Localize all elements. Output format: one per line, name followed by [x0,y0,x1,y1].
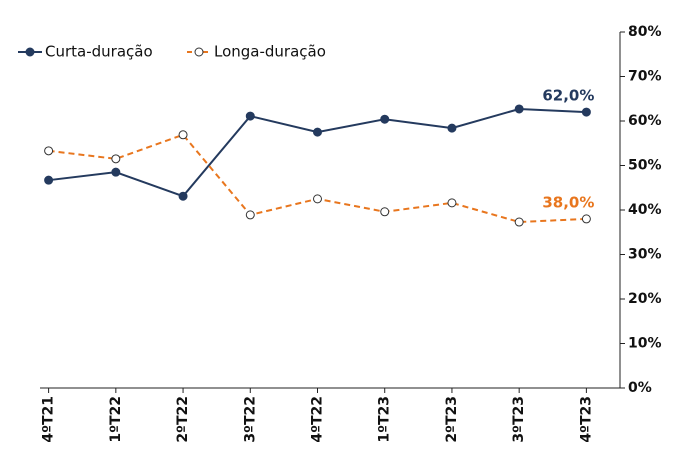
point [178,191,188,201]
series-line [48,133,587,224]
y-tick-label: 70% [628,69,662,85]
y-tick-label: 0% [628,380,652,396]
point [245,111,255,121]
point [313,194,322,204]
point [380,207,390,217]
point [581,214,591,224]
point [245,210,255,220]
x-tick-label: 4ºT22 [310,396,326,443]
y-tick-label: 40% [628,202,662,218]
series-line [48,107,587,198]
x-tick-label: 2ºT22 [175,396,191,443]
y-tick-label: 20% [628,291,662,307]
point [514,217,524,227]
point [447,123,457,133]
x-tick-label: 1ºT22 [108,396,124,443]
point [514,104,524,114]
point [111,154,121,164]
legend-label: Curta-duração [45,43,153,61]
x-tick-label: 2ºT23 [444,396,460,443]
legend-marker [25,47,35,57]
point [44,146,54,156]
point [178,130,188,140]
value-label: 38,0% [542,193,594,211]
x-tick-label: 3ºT23 [511,396,527,443]
x-tick-label: 4ºT21 [41,396,57,443]
y-tick-label: 30% [628,247,662,263]
point [447,198,457,208]
legend-marker [194,47,204,57]
y-tick-label: 60% [628,113,662,129]
point [380,114,390,124]
y-tick-label: 10% [628,336,662,352]
y-tick-label: 50% [628,158,662,174]
y-tick-label: 80% [628,24,662,40]
point [313,127,322,137]
point [44,175,54,185]
point [111,167,121,177]
point [581,107,591,117]
x-tick-label: 1ºT23 [377,396,393,443]
value-label: 62,0% [542,87,594,105]
x-tick-label: 3ºT22 [242,396,258,443]
x-tick-label: 4ºT23 [578,396,594,443]
legend-label: Longa-duração [214,43,326,61]
